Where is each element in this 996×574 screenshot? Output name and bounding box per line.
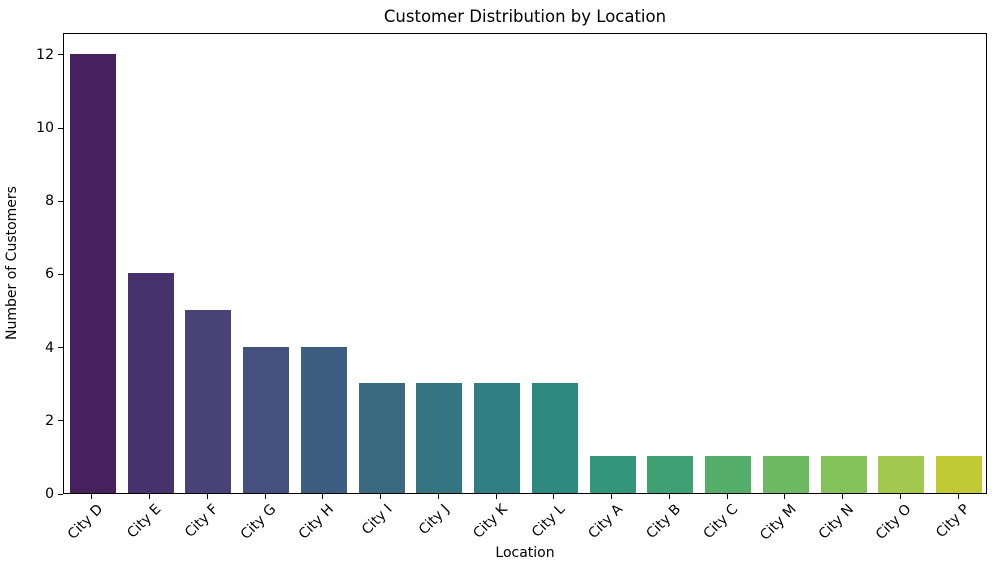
bar-city-f bbox=[185, 310, 232, 493]
x-tick-mark bbox=[149, 494, 151, 499]
y-tick-mark bbox=[58, 420, 63, 422]
y-tick-label: 12 bbox=[36, 46, 54, 63]
x-tick-label: City H bbox=[296, 501, 338, 543]
bar-city-b bbox=[647, 456, 694, 493]
x-tick-label: City L bbox=[529, 501, 569, 541]
x-tick-mark bbox=[726, 494, 728, 499]
x-tick-label: City M bbox=[757, 501, 800, 544]
x-axis-label: Location bbox=[495, 545, 555, 561]
bar-city-g bbox=[243, 346, 290, 493]
x-tick-mark bbox=[380, 494, 382, 499]
x-tick-label: City N bbox=[815, 501, 858, 543]
bar-city-d bbox=[69, 53, 116, 493]
x-tick-label: City G bbox=[238, 501, 280, 543]
y-tick-label: 4 bbox=[45, 339, 54, 356]
bar-city-c bbox=[705, 456, 752, 493]
x-tick-mark bbox=[553, 494, 555, 499]
x-tick-label: City E bbox=[124, 501, 165, 542]
x-tick-mark bbox=[206, 494, 208, 499]
x-tick-mark bbox=[784, 494, 786, 499]
y-tick-mark bbox=[58, 54, 63, 56]
bar-city-a bbox=[589, 456, 636, 493]
x-tick-mark bbox=[437, 494, 439, 499]
bar-city-i bbox=[358, 383, 405, 493]
y-tick-mark bbox=[58, 347, 63, 349]
x-tick-mark bbox=[495, 494, 497, 499]
x-tick-label: City D bbox=[64, 501, 107, 543]
bar-city-n bbox=[820, 456, 867, 493]
bar-city-e bbox=[127, 273, 174, 493]
x-tick-mark bbox=[842, 494, 844, 499]
bar-city-h bbox=[300, 346, 347, 493]
x-tick-label: City F bbox=[182, 501, 222, 541]
y-tick-label: 2 bbox=[45, 412, 54, 429]
bar-city-j bbox=[416, 383, 463, 493]
x-tick-mark bbox=[322, 494, 324, 499]
y-tick-label: 0 bbox=[45, 486, 54, 502]
x-tick-label: City J bbox=[416, 501, 453, 539]
x-tick-label: City A bbox=[585, 501, 627, 542]
bar-city-l bbox=[531, 383, 578, 493]
y-tick-mark bbox=[58, 273, 63, 275]
bar-city-m bbox=[762, 456, 809, 493]
x-tick-mark bbox=[668, 494, 670, 499]
y-tick-label: 10 bbox=[36, 120, 54, 137]
chart-title: Customer Distribution by Location bbox=[383, 7, 667, 26]
x-tick-label: City K bbox=[470, 501, 511, 542]
bar-city-p bbox=[936, 456, 983, 493]
y-tick-label: 8 bbox=[45, 193, 54, 210]
bar-city-k bbox=[474, 383, 521, 493]
x-tick-mark bbox=[957, 494, 959, 499]
y-tick-mark bbox=[58, 493, 63, 495]
x-tick-label: City P bbox=[932, 501, 973, 542]
x-tick-label: City C bbox=[700, 501, 742, 543]
x-tick-label: City O bbox=[873, 501, 915, 543]
x-tick-label: City B bbox=[643, 501, 684, 542]
y-axis-label: Number of Customers bbox=[4, 186, 20, 340]
x-tick-mark bbox=[611, 494, 613, 499]
x-tick-mark bbox=[899, 494, 901, 499]
bar-city-o bbox=[878, 456, 925, 493]
x-tick-mark bbox=[264, 494, 266, 499]
y-tick-mark bbox=[58, 127, 63, 129]
y-tick-mark bbox=[58, 200, 63, 202]
x-tick-mark bbox=[91, 494, 93, 499]
y-tick-label: 6 bbox=[45, 266, 54, 283]
x-tick-label: City I bbox=[358, 501, 396, 539]
plot-area bbox=[63, 33, 987, 494]
